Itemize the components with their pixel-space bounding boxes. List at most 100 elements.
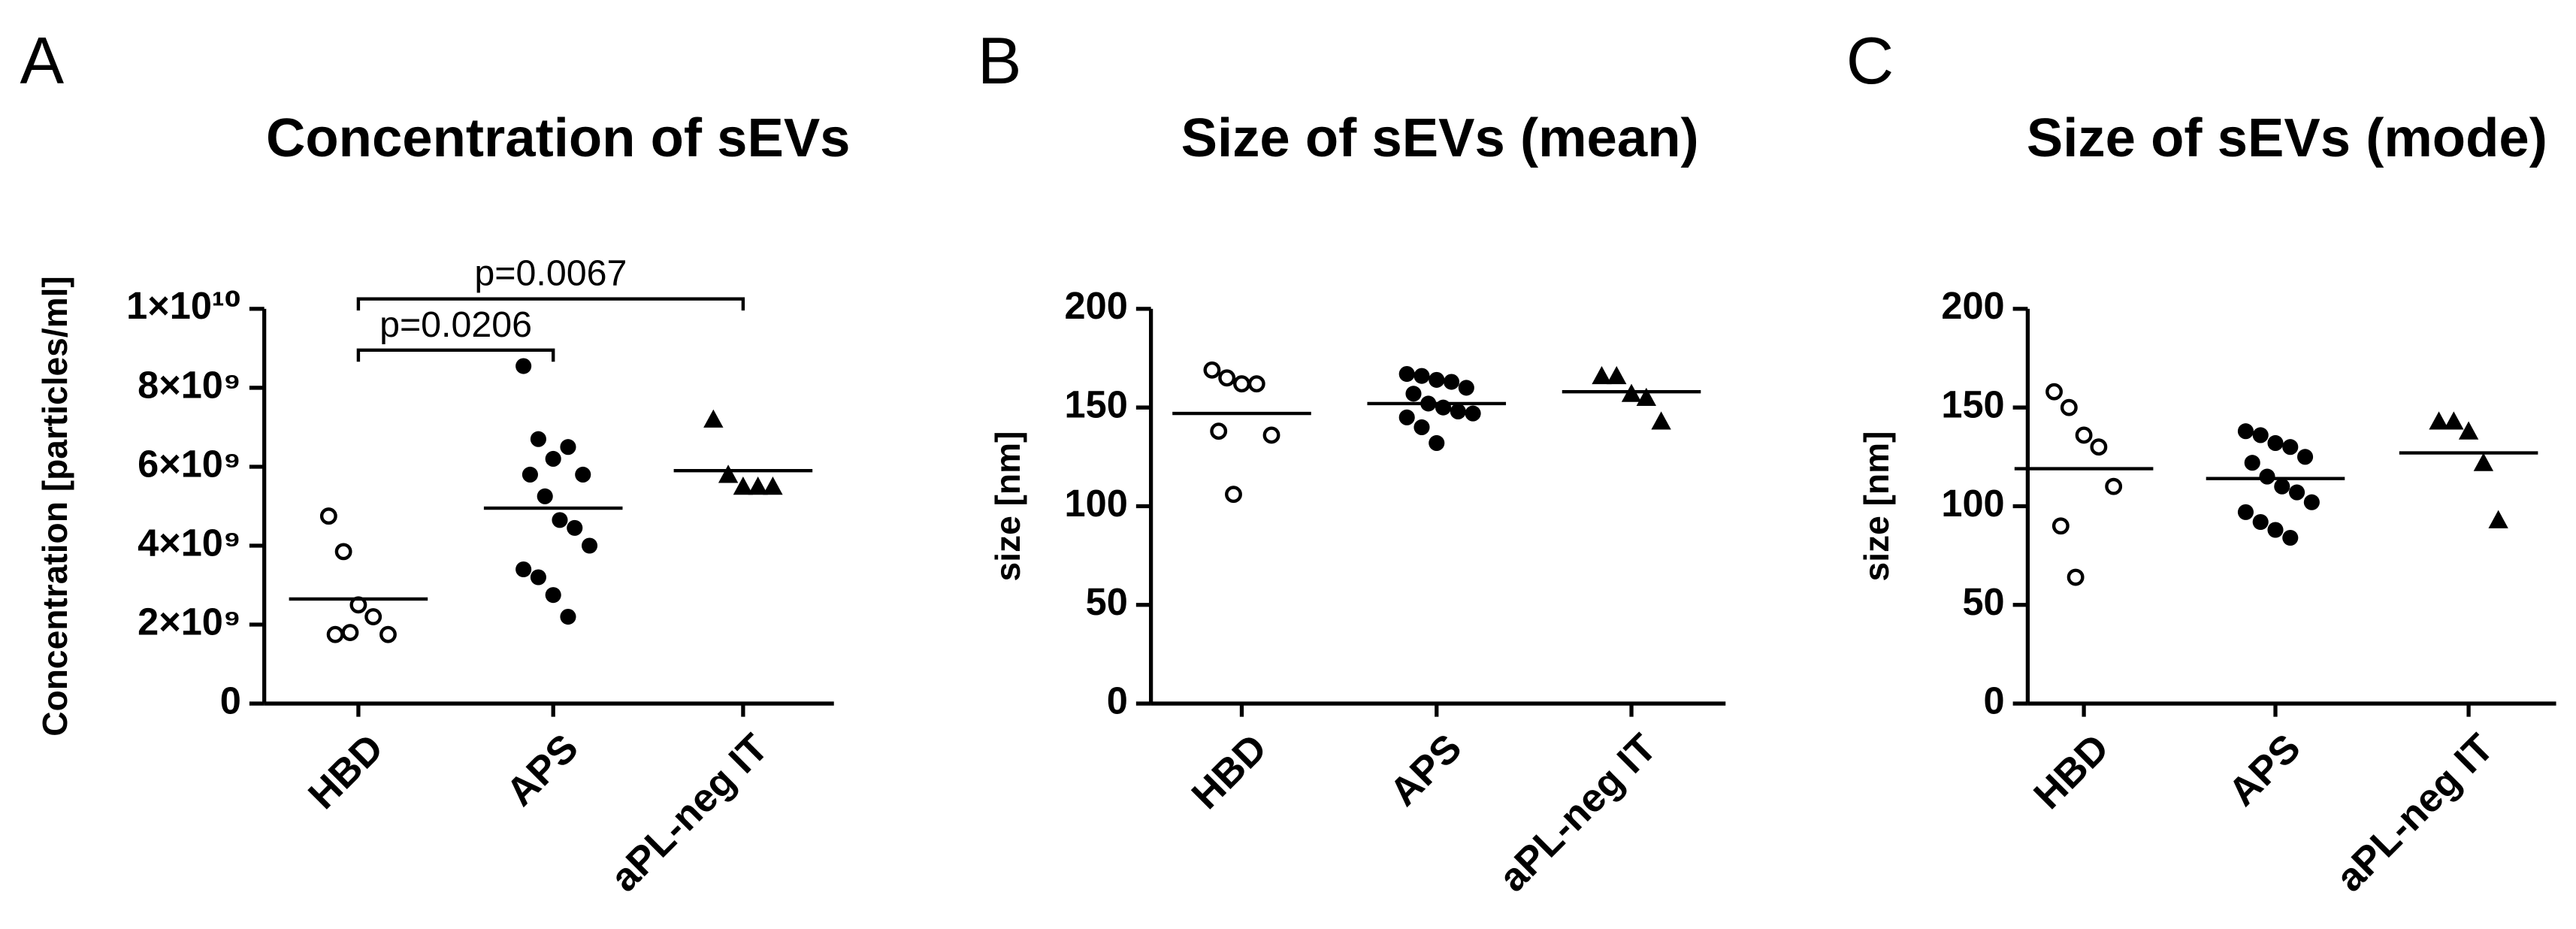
data-point <box>703 409 724 428</box>
data-point <box>1225 486 1242 504</box>
x-tick-label: APS <box>498 725 587 814</box>
data-point <box>733 477 754 495</box>
data-point <box>2303 494 2320 510</box>
data-point <box>1465 405 1481 422</box>
significance-bracket <box>356 297 745 311</box>
data-point <box>2267 434 2284 452</box>
data-point <box>2244 455 2260 471</box>
y-tick-label: 150 <box>1065 383 1128 426</box>
data-point <box>575 466 591 483</box>
data-point <box>567 519 583 536</box>
x-tick-label: aPL-neg IT <box>602 725 776 900</box>
y-axis-label: size [nm] <box>988 431 1027 582</box>
data-point <box>1429 434 1445 452</box>
y-tick-label: 0 <box>1984 679 2005 722</box>
data-point <box>2252 513 2269 531</box>
y-tick-label: 0 <box>220 679 241 722</box>
data-point <box>1636 387 1657 407</box>
data-point <box>1443 374 1460 390</box>
data-point <box>2105 477 2123 495</box>
p-value: p=0.0206 <box>379 304 532 345</box>
data-point <box>718 464 739 483</box>
x-tick-label: aPL-neg IT <box>1490 725 1664 900</box>
data-point <box>552 512 568 528</box>
y-tick-label: 1×10¹⁰ <box>126 284 241 327</box>
panel-letter: A <box>20 23 64 98</box>
chart-title: Concentration of sEVs <box>266 107 850 168</box>
data-point <box>319 507 337 525</box>
data-point <box>1262 426 1280 444</box>
y-tick-label: 200 <box>1941 284 2004 327</box>
y-tick-label: 200 <box>1065 284 1128 327</box>
p-value: p=0.0067 <box>474 253 627 294</box>
data-point <box>516 358 532 374</box>
data-point <box>364 608 382 625</box>
y-axis-label: Concentration [particles/ml] <box>35 276 74 737</box>
data-point <box>379 625 397 643</box>
x-tick-label: HBD <box>300 725 392 817</box>
data-point <box>1651 411 1671 430</box>
data-point <box>1203 361 1221 379</box>
data-point <box>560 608 576 625</box>
y-tick-label: 50 <box>1962 580 2004 623</box>
data-point <box>1218 369 1236 387</box>
x-tick-label: APS <box>1381 725 1470 814</box>
y-tick-label: 0 <box>1107 679 1128 722</box>
data-point <box>1247 375 1265 393</box>
data-point <box>1607 365 1627 385</box>
data-point <box>1405 386 1422 402</box>
data-point <box>581 537 598 554</box>
data-point <box>748 477 768 495</box>
data-point <box>522 466 538 483</box>
data-point <box>545 450 561 468</box>
data-point <box>2444 411 2464 430</box>
data-point <box>334 543 352 561</box>
data-point <box>763 477 783 495</box>
data-point <box>2075 426 2093 444</box>
data-point <box>2488 510 2508 528</box>
data-point <box>2067 568 2085 586</box>
data-point <box>2473 452 2494 471</box>
chart-title: Size of sEVs (mean) <box>1181 107 1699 168</box>
y-tick-label: 2×10⁹ <box>138 600 241 643</box>
panel-letter: C <box>1846 23 1894 98</box>
data-point <box>2274 478 2290 495</box>
y-axis-label: size [nm] <box>1857 431 1896 582</box>
data-point <box>1413 419 1430 435</box>
data-point <box>2252 427 2269 443</box>
data-point <box>530 431 546 447</box>
data-point <box>326 625 344 643</box>
data-point <box>1429 371 1445 388</box>
data-point <box>2259 468 2275 485</box>
significance-bracket <box>356 348 555 362</box>
panel-letter: B <box>978 23 1022 98</box>
y-tick-label: 100 <box>1941 482 2004 525</box>
data-point <box>2045 383 2063 401</box>
data-point <box>2090 438 2108 456</box>
y-tick-label: 100 <box>1065 482 1128 525</box>
data-point <box>1398 409 1415 425</box>
y-tick-label: 4×10⁹ <box>138 521 241 564</box>
data-point <box>341 624 359 641</box>
x-tick-label: APS <box>2220 725 2308 814</box>
data-point <box>1233 375 1250 393</box>
data-point <box>545 587 561 604</box>
data-point <box>530 569 546 586</box>
data-point <box>560 439 576 455</box>
data-point <box>1398 366 1415 383</box>
y-tick-label: 150 <box>1941 383 2004 426</box>
data-point <box>1210 422 1228 440</box>
data-point <box>2458 421 2479 440</box>
y-tick-label: 6×10⁹ <box>138 442 241 485</box>
data-point <box>2282 439 2299 455</box>
data-point <box>2237 504 2254 520</box>
data-point <box>1413 368 1430 384</box>
data-point <box>537 488 553 504</box>
data-point <box>2289 484 2305 501</box>
y-tick-label: 8×10⁹ <box>138 363 241 406</box>
data-point <box>1450 403 1466 419</box>
data-point <box>2429 411 2449 430</box>
x-tick-label: HBD <box>2025 725 2117 817</box>
data-point <box>2297 449 2314 465</box>
